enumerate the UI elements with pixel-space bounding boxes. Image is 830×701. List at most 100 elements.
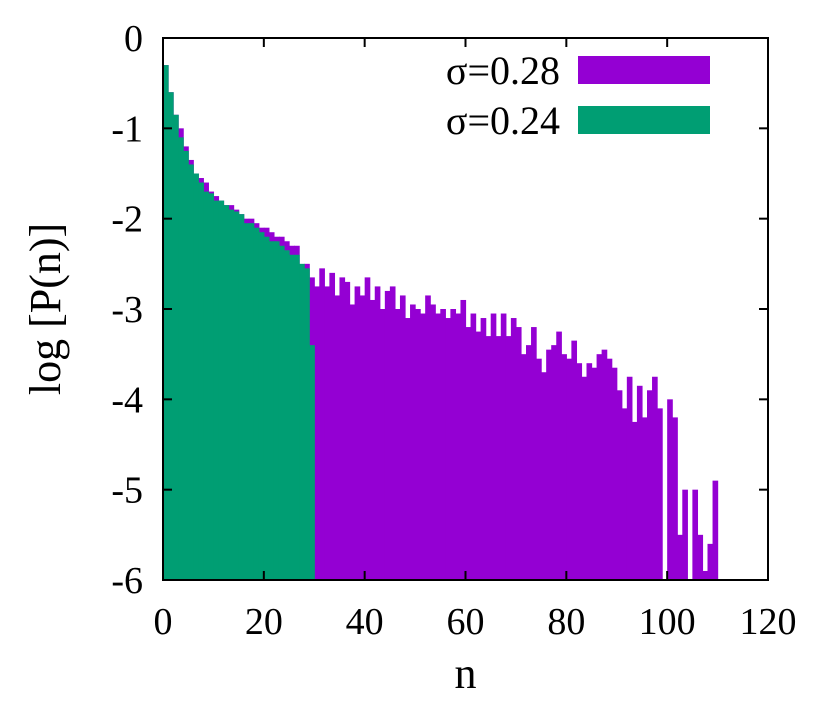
bar-sigma-028-n80 <box>566 358 572 580</box>
bar-sigma-028-n91 <box>621 408 628 580</box>
bar-sigma-028-n57 <box>450 309 457 580</box>
bar-sigma-028-n40 <box>364 277 371 580</box>
y-tick-label-0: 0 <box>124 18 143 60</box>
bar-sigma-028-n44 <box>384 290 391 580</box>
bar-sigma-028-n74 <box>536 358 542 580</box>
bar-sigma-024-n0 <box>163 65 169 581</box>
bar-sigma-028-n75 <box>541 372 547 580</box>
bar-sigma-028-n51 <box>420 313 426 580</box>
bar-sigma-028-n95 <box>641 417 648 580</box>
legend-label-sigma-024: σ=0.24 <box>446 98 560 143</box>
bar-sigma-028-n34 <box>334 295 341 580</box>
bar-sigma-028-n86 <box>596 354 603 580</box>
bar-sigma-024-n29 <box>309 345 315 580</box>
bar-sigma-028-n62 <box>475 331 482 580</box>
bar-sigma-028-n42 <box>374 286 381 580</box>
ticks-layer <box>162 37 769 581</box>
bar-sigma-028-n45 <box>389 286 396 580</box>
bar-sigma-028-n35 <box>339 277 346 580</box>
bar-sigma-028-n94 <box>636 385 643 580</box>
bar-sigma-024-n23 <box>278 245 285 580</box>
bar-sigma-024-n24 <box>284 250 290 581</box>
bar-sigma-028-n68 <box>505 336 512 580</box>
y-tick-label-2: -2 <box>111 199 143 241</box>
bar-sigma-028-n72 <box>526 345 532 580</box>
bar-sigma-028-n73 <box>531 327 537 580</box>
bar-sigma-024-n9 <box>208 193 215 580</box>
y-tick-label-6: -6 <box>111 560 143 602</box>
bar-sigma-024-n26 <box>294 254 300 581</box>
bar-sigma-024-n7 <box>198 182 204 581</box>
bar-sigma-024-n25 <box>289 254 295 581</box>
bar-sigma-028-n88 <box>606 358 613 580</box>
x-tick-label-20: 20 <box>245 601 283 643</box>
bar-sigma-028-n41 <box>369 299 376 580</box>
bar-sigma-024-n21 <box>268 241 275 580</box>
bar-sigma-028-n81 <box>571 340 578 580</box>
bar-sigma-028-n33 <box>329 272 336 580</box>
bar-sigma-028-n64 <box>485 336 492 580</box>
bar-sigma-028-n69 <box>510 318 517 580</box>
legend-swatch-sigma-028 <box>578 56 710 84</box>
bar-sigma-024-n15 <box>238 214 245 580</box>
x-tick-label-60: 60 <box>447 601 485 643</box>
y-tick-label-5: -5 <box>111 470 143 512</box>
bar-sigma-028-n56 <box>445 318 451 580</box>
bar-sigma-028-n107 <box>702 570 709 580</box>
bar-sigma-024-n27 <box>299 263 305 580</box>
bar-sigma-028-n46 <box>394 309 401 580</box>
bar-sigma-028-n53 <box>430 304 436 580</box>
legend-label-sigma-028: σ=0.28 <box>446 48 560 93</box>
bar-sigma-028-n66 <box>495 336 502 580</box>
bar-sigma-028-n37 <box>349 304 356 580</box>
bar-sigma-028-n90 <box>616 390 623 580</box>
bar-sigma-028-n52 <box>425 295 431 580</box>
bar-sigma-028-n98 <box>657 408 663 580</box>
bar-sigma-028-n96 <box>647 390 653 580</box>
bar-sigma-024-n4 <box>183 150 189 580</box>
bar-sigma-024-n2 <box>173 114 179 581</box>
bar-sigma-028-n55 <box>440 309 446 580</box>
bar-sigma-024-n18 <box>253 227 260 580</box>
y-axis-title: log [P(n)] <box>21 223 70 395</box>
bar-sigma-028-n60 <box>465 327 472 580</box>
bar-sigma-024-n6 <box>193 173 199 580</box>
x-tick-label-0: 0 <box>154 601 173 643</box>
bar-sigma-028-n78 <box>556 331 562 580</box>
bar-sigma-024-n17 <box>248 223 255 580</box>
bar-sigma-028-n30 <box>314 286 320 580</box>
bar-sigma-028-n50 <box>415 309 421 580</box>
bar-sigma-024-n14 <box>233 211 240 580</box>
bar-sigma-028-n103 <box>682 489 688 580</box>
bar-sigma-028-n43 <box>379 309 386 580</box>
bar-sigma-028-n79 <box>561 354 567 580</box>
x-axis-title: n <box>455 649 477 698</box>
bar-sigma-028-n71 <box>520 354 527 580</box>
bar-sigma-024-n13 <box>228 209 235 580</box>
bar-sigma-024-n19 <box>258 232 265 580</box>
legend: σ=0.28 σ=0.24 <box>446 48 710 143</box>
bar-sigma-028-n109 <box>712 480 719 580</box>
bar-sigma-028-n63 <box>480 318 487 580</box>
bar-sigma-028-n85 <box>591 367 598 580</box>
bar-sigma-028-n93 <box>631 421 638 580</box>
bar-sigma-028-n67 <box>500 313 507 580</box>
bar-sigma-024-n16 <box>243 223 250 580</box>
bar-sigma-028-n58 <box>455 313 462 580</box>
bar-sigma-028-n70 <box>515 327 522 580</box>
y-tick-label-1: -1 <box>111 108 143 150</box>
bar-sigma-024-n22 <box>273 241 280 580</box>
bar-sigma-024-n20 <box>263 236 270 580</box>
bar-sigma-024-n5 <box>188 164 194 580</box>
bar-sigma-028-n77 <box>551 345 557 580</box>
bar-sigma-028-n39 <box>359 295 366 580</box>
bar-sigma-028-n32 <box>324 286 330 580</box>
bar-sigma-028-n59 <box>460 299 467 580</box>
bars-layer <box>163 65 719 581</box>
bar-sigma-028-n89 <box>611 367 618 580</box>
bar-sigma-024-n1 <box>168 92 174 580</box>
bar-sigma-028-n49 <box>410 304 416 580</box>
bar-sigma-028-n76 <box>546 349 552 580</box>
bar-sigma-028-n108 <box>707 543 714 580</box>
bar-sigma-024-n3 <box>178 137 184 580</box>
